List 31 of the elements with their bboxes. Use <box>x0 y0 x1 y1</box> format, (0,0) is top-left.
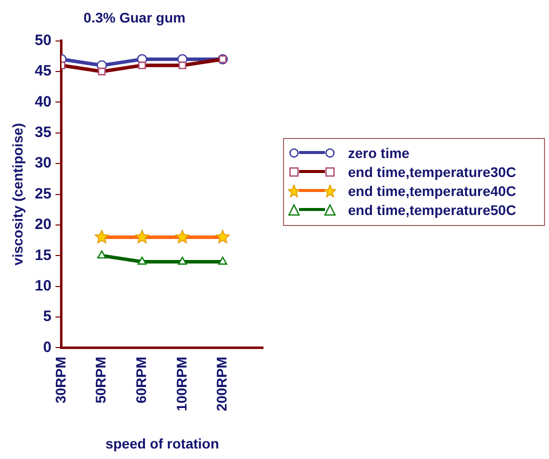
y-tick-label: 30 <box>34 154 52 172</box>
y-tick-label: 0 <box>43 338 52 356</box>
x-tick-label: 100RPM <box>173 356 190 412</box>
point <box>97 250 106 259</box>
y-tick-label: 15 <box>34 246 52 264</box>
chart-title: 0.3% Guar gum <box>84 9 186 26</box>
legend-label: end time,temperature30C <box>348 164 516 180</box>
y-tick-label: 45 <box>34 62 52 80</box>
x-tick-label: 200RPM <box>214 356 230 412</box>
y-tick-label: 10 <box>34 277 52 294</box>
legend-label: end time,temperature40C <box>348 182 516 198</box>
y-tick-label: 50 <box>34 32 52 49</box>
y-tick-label: 5 <box>43 308 52 326</box>
point <box>135 230 150 244</box>
x-axis-title: speed of rotation <box>105 435 220 452</box>
y-tick-label: 40 <box>34 93 52 110</box>
y-axis-title: viscosity (centipoise) <box>9 123 26 266</box>
point <box>218 256 228 265</box>
x-tick-label: 60RPM <box>132 356 149 404</box>
y-tick-label: 20 <box>34 216 52 234</box>
x-tick-label: 50RPM <box>92 356 109 404</box>
x-tick-label: 30RPM <box>52 356 68 404</box>
y-tick-label: 35 <box>34 124 52 142</box>
legend-label: end time,temperature50C <box>348 202 516 218</box>
point <box>138 256 147 265</box>
point <box>216 230 230 244</box>
point <box>175 230 190 244</box>
point <box>94 230 109 244</box>
legend-label: zero time <box>348 144 410 160</box>
point <box>178 256 187 265</box>
y-tick-label: 25 <box>34 185 52 202</box>
